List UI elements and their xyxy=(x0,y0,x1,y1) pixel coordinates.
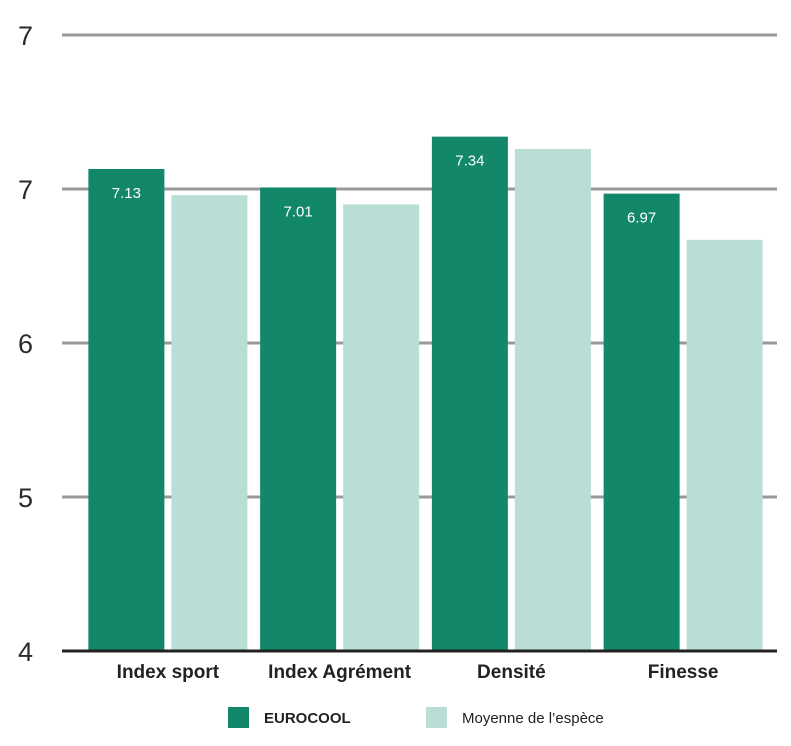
bar-moyenne xyxy=(171,195,248,651)
legend-swatch-moyenne xyxy=(426,707,447,728)
legend-label-eurocool: EUROCOOL xyxy=(264,710,351,727)
data-label: 7.01 xyxy=(284,203,313,220)
y-tick-label: 7 xyxy=(18,175,33,205)
category-label: Densité xyxy=(477,662,546,683)
legend-swatch-eurocool xyxy=(228,707,249,728)
category-label: Index Agrément xyxy=(268,662,412,683)
bar-moyenne xyxy=(514,148,591,651)
bars xyxy=(88,136,763,652)
data-label: 7.34 xyxy=(455,153,484,170)
bar-eurocool xyxy=(260,187,337,651)
bar-moyenne xyxy=(343,204,420,651)
legend-label-moyenne: Moyenne de l’espèce xyxy=(462,710,604,727)
y-axis-ticks: 4 5 6 7 7 xyxy=(18,21,33,667)
data-labels: 7.13 7.01 7.34 6.97 xyxy=(112,153,656,227)
bar-eurocool xyxy=(431,136,508,651)
data-label: 6.97 xyxy=(627,210,656,227)
bar-moyenne xyxy=(686,239,763,651)
bar-eurocool xyxy=(88,168,165,652)
y-tick-label: 6 xyxy=(18,329,33,359)
y-tick-label: 4 xyxy=(18,637,33,667)
y-tick-label: 7 xyxy=(18,21,33,51)
category-label: Finesse xyxy=(648,662,719,683)
category-label: Index sport xyxy=(117,662,220,683)
category-labels: Index sport Index Agrément Densité Finesse xyxy=(117,662,719,683)
legend: EUROCOOL Moyenne de l’espèce xyxy=(228,707,604,728)
bar-eurocool xyxy=(603,193,680,651)
y-tick-label: 5 xyxy=(18,483,33,513)
data-label: 7.13 xyxy=(112,185,141,202)
